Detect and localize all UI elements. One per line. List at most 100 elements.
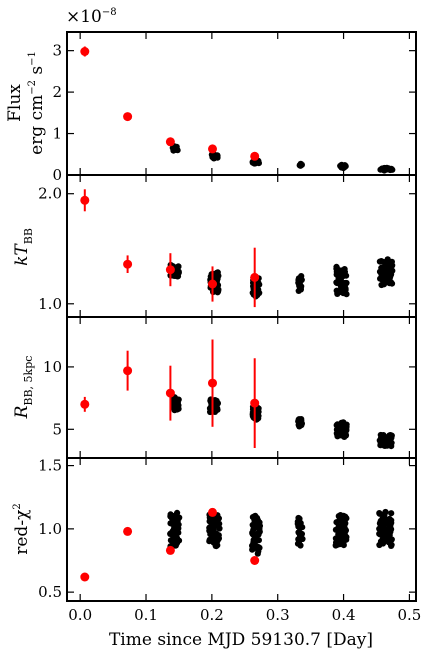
redchi-black-point — [250, 526, 257, 533]
redchi-ylabel-sup: 2 — [12, 503, 23, 509]
kt-ylabel-main: kT — [12, 243, 32, 266]
x-axis-label: Time since MJD 59130.7 [Day] — [109, 630, 373, 650]
flux-y-tick-label: 0 — [52, 166, 62, 184]
flux-data-points — [80, 46, 396, 174]
kt-black-point — [378, 281, 385, 289]
redchi-ylabel-main: red-χ — [12, 510, 32, 555]
radius-black-point — [340, 420, 347, 427]
redchi-black-point — [388, 510, 395, 517]
radius-black-point — [377, 431, 384, 439]
redchi-black-point — [167, 512, 174, 519]
radius-black-point — [333, 422, 340, 429]
flux-offset-text: ×10−8 — [66, 7, 117, 27]
kt-black-point — [384, 256, 391, 263]
redchi-black-point — [295, 529, 302, 536]
flux-ylabel-unit: erg cm — [27, 95, 47, 155]
radius-ylabel-main: R — [12, 405, 32, 419]
radius-axes-frame — [66, 316, 417, 459]
panel-radius: 5 10 RBB, 5kpc — [12, 316, 417, 459]
x-tick-label: 0.0 — [68, 606, 92, 624]
redchi-black-point — [386, 515, 393, 523]
redchi-black-point — [295, 514, 302, 522]
kt-data-points — [80, 189, 396, 308]
redchi-black-point — [167, 537, 174, 544]
redchi-red-point — [123, 526, 133, 536]
flux-ylabel-exp1: −2 — [27, 80, 38, 95]
kt-ylabel: kTBB — [12, 228, 35, 266]
flux-black-point — [297, 160, 304, 167]
kt-red-point — [208, 279, 217, 289]
redchi-y-tick-label: 1.5 — [38, 457, 62, 475]
redchi-red-point — [208, 507, 217, 517]
flux-black-point — [383, 164, 390, 171]
flux-y-tick-label: 3 — [52, 42, 62, 60]
kt-y-tick-label: 2.0 — [38, 185, 62, 203]
flux-red-point — [250, 151, 260, 161]
kt-y-ticks: 1.0 2.0 — [38, 175, 416, 317]
redchi-y-ticks: 0.5 1.0 1.5 — [38, 457, 416, 601]
flux-red-point — [165, 137, 175, 147]
radius-black-point — [386, 432, 393, 439]
flux-ylabel-exp2: −1 — [27, 51, 38, 66]
redchi-black-point — [176, 514, 183, 521]
radius-y-tick-label: 5 — [52, 420, 62, 438]
radius-y-tick-label: 10 — [43, 358, 62, 376]
kt-red-point — [250, 272, 260, 282]
kt-black-point — [333, 264, 340, 271]
radius-red-point — [123, 366, 133, 376]
kt-red-point — [165, 265, 175, 275]
redchi-y-tick-label: 0.5 — [38, 583, 62, 601]
redchi-black-point — [376, 509, 383, 517]
x-tick-label: 0.4 — [332, 606, 356, 624]
flux-offset-exp: −8 — [102, 7, 117, 18]
panel-flux: 0 1 2 3 ×10−8 Flux erg cm−2 s−1 — [5, 7, 417, 184]
kt-y-tick-label: 1.0 — [38, 295, 62, 313]
redchi-ylabel: red-χ2 — [12, 503, 32, 555]
x-tick-labels: 0.0 0.1 0.2 0.3 0.4 0.5 — [68, 606, 421, 624]
kt-black-point — [214, 269, 221, 276]
x-tick-label: 0.1 — [134, 606, 158, 624]
flux-axes-frame — [66, 31, 417, 176]
redchi-red-point — [80, 572, 90, 582]
kt-black-point — [342, 279, 349, 287]
flux-y-tick-label: 1 — [52, 125, 62, 143]
flux-ylabel-line1: Flux — [5, 84, 25, 122]
kt-axes-frame — [66, 174, 417, 318]
radius-red-point — [208, 378, 217, 388]
redchi-black-point — [253, 514, 261, 522]
flux-ylabel-s: s — [27, 66, 47, 80]
flux-red-point — [208, 144, 217, 154]
flux-ylabel-line2: erg cm−2 s−1 — [27, 51, 47, 155]
flux-y-ticks: 0 1 2 3 — [52, 32, 416, 184]
redchi-black-point — [174, 509, 181, 516]
kt-black-point — [298, 273, 305, 280]
flux-red-point — [80, 47, 90, 56]
x-tick-label: 0.3 — [266, 606, 290, 624]
radius-red-point — [80, 399, 90, 409]
kt-black-point — [341, 266, 348, 273]
x-tick-label: 0.2 — [200, 606, 224, 624]
flux-ylabel-text: Flux — [5, 84, 25, 122]
radius-black-point — [298, 416, 305, 423]
kt-black-point — [175, 263, 182, 270]
redchi-y-tick-label: 1.0 — [38, 520, 62, 538]
flux-black-point — [338, 161, 345, 168]
redchi-black-point — [337, 511, 344, 519]
radius-y-ticks: 5 10 — [43, 317, 416, 458]
redchi-black-point — [382, 508, 389, 516]
kt-red-point — [123, 259, 133, 269]
radius-ylabel-sub: BB, 5kpc — [22, 356, 35, 406]
radius-red-point — [250, 398, 260, 408]
kt-red-point — [80, 195, 90, 205]
redchi-black-point — [215, 532, 222, 539]
redchi-red-point — [165, 545, 175, 555]
panel-kt: 1.0 2.0 kTBB — [12, 174, 417, 318]
panel-red-chi2: 0.5 1.0 1.5 red-χ2 — [12, 457, 417, 602]
redchi-axes-frame — [66, 457, 417, 602]
redchi-data-points — [80, 507, 395, 582]
x-tick-label: 0.5 — [397, 606, 421, 624]
kt-ylabel-sub: BB — [22, 228, 35, 244]
radius-ylabel: RBB, 5kpc — [12, 356, 35, 420]
flux-y-tick-label: 2 — [52, 83, 62, 101]
